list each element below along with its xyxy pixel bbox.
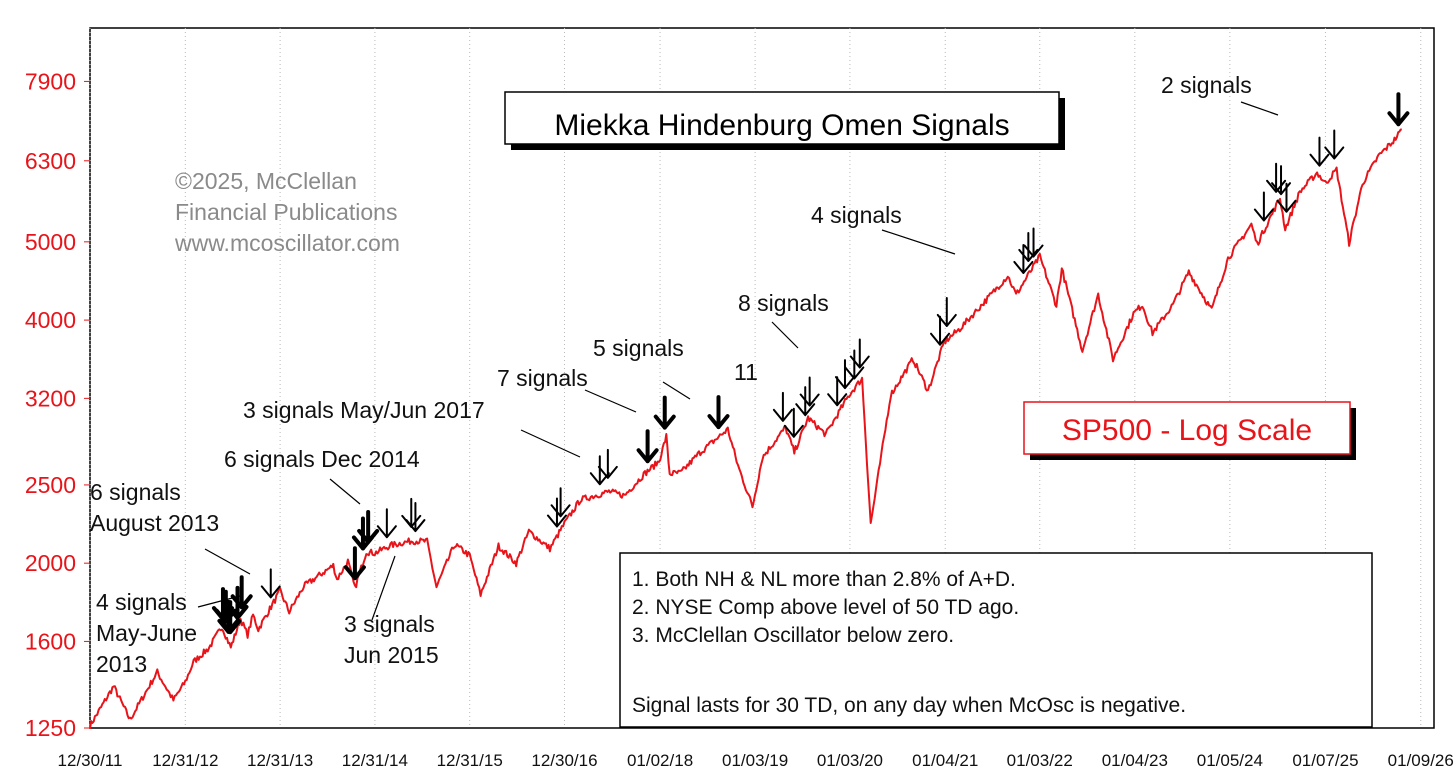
annotation-leaders <box>197 101 1279 621</box>
signal-arrow <box>1013 243 1034 274</box>
copyright-line-3: www.mcoscillator.com <box>174 230 400 256</box>
rule-3: 3. McClellan Oscillator below zero. <box>632 624 954 647</box>
x-tick-label: 01/07/25 <box>1292 751 1358 770</box>
leader-line <box>584 389 637 413</box>
x-tick-label: 01/03/22 <box>1007 751 1073 770</box>
copyright-line-2: Financial Publications <box>175 199 397 225</box>
signal-arrow <box>707 395 730 430</box>
sp500-line <box>89 128 1402 730</box>
x-tick-label: 12/31/14 <box>342 751 408 770</box>
scale-label: SP500 - Log Scale <box>1062 414 1312 447</box>
leader-line <box>197 595 241 608</box>
leader-line <box>662 381 691 400</box>
leader-line <box>204 548 251 575</box>
signal-label: 4 signals <box>811 202 902 228</box>
y-tick-label: 5000 <box>25 229 76 255</box>
signal-arrow <box>783 407 804 438</box>
x-tick-label: 01/02/18 <box>627 751 693 770</box>
x-tick-label: 01/03/20 <box>817 751 883 770</box>
signal-label: 6 signals Dec 2014 <box>224 446 420 472</box>
signal-arrow <box>1309 136 1330 167</box>
signal-label: 5 signals <box>593 335 684 361</box>
leader-line <box>329 478 361 505</box>
y-tick-label: 2000 <box>25 550 76 576</box>
x-tick-label: 12/31/15 <box>437 751 503 770</box>
x-tick-label: 12/31/13 <box>247 751 313 770</box>
leader-line <box>1240 101 1279 116</box>
signal-arrow <box>834 359 855 390</box>
signal-label: 6 signals August 2013 <box>90 479 219 536</box>
signal-label: 11 <box>734 359 758 385</box>
signal-arrow <box>827 376 848 407</box>
signal-label: 4 signals May-June 2013 <box>96 589 197 677</box>
x-axis-ticks: 12/30/11 12/31/12 12/31/13 12/31/14 12/31/15… <box>58 751 1454 770</box>
chart-title-box: Miekka Hindenburg Omen Signals <box>504 91 1065 150</box>
signal-arrow <box>1324 129 1345 160</box>
signal-arrow <box>597 448 618 479</box>
leader-line <box>371 555 396 621</box>
x-tick-label: 01/09/26 <box>1388 751 1454 770</box>
signal-label: 7 signals <box>497 365 588 391</box>
signal-arrow <box>849 338 870 369</box>
signal-label: 8 signals <box>738 290 829 316</box>
scale-label-box: SP500 - Log Scale <box>1023 401 1356 460</box>
signal-arrow <box>653 395 676 430</box>
signal-arrow <box>1387 92 1410 127</box>
rule-2: 2. NYSE Comp above level of 50 TD ago. <box>632 596 1019 619</box>
signal-arrow <box>1276 182 1297 213</box>
signal-label: 3 signals Jun 2015 <box>344 611 439 668</box>
y-tick-label: 4000 <box>25 307 76 333</box>
leader-line <box>520 429 581 458</box>
signal-arrow <box>844 349 865 380</box>
signal-arrow <box>1023 227 1044 258</box>
x-tick-label: 01/04/21 <box>912 751 978 770</box>
x-tick-label: 12/31/12 <box>152 751 218 770</box>
series-layer <box>89 128 1402 730</box>
x-tick-label: 12/30/11 <box>58 751 123 770</box>
rules-box: 1. Both NH & NL more than 2.8% of A+D. 2… <box>619 552 1373 728</box>
signal-arrow <box>930 315 951 346</box>
signal-label: 2 signals <box>1161 72 1252 98</box>
y-tick-label: 7900 <box>25 68 76 94</box>
y-axis-ticks: 1250 1600 2000 2500 3200 4000 5000 6300 7900 <box>25 68 90 741</box>
copyright-line-1: ©2025, McClellan <box>175 168 357 194</box>
signal-label: 3 signals May/Jun 2017 <box>243 397 485 423</box>
signal-arrow <box>405 502 426 533</box>
leader-line <box>771 321 799 349</box>
signal-annotations: 4 signals May-June 2013 6 signals August 201… <box>90 72 1252 677</box>
rule-1: 1. Both NH & NL more than 2.8% of A+D. <box>632 568 1016 591</box>
y-tick-label: 1250 <box>25 715 76 741</box>
x-tick-label: 12/30/16 <box>531 751 597 770</box>
signal-arrow <box>772 391 793 422</box>
x-tick-label: 01/03/19 <box>722 751 788 770</box>
signal-arrow <box>936 296 957 327</box>
y-tick-label: 3200 <box>25 385 76 411</box>
signal-arrow <box>550 487 571 518</box>
signal-arrow <box>1253 191 1274 222</box>
signal-arrow <box>357 509 380 544</box>
y-tick-label: 6300 <box>25 148 76 174</box>
signal-arrow <box>799 376 820 407</box>
y-tick-label: 2500 <box>25 472 76 498</box>
x-tick-label: 01/05/24 <box>1197 751 1263 770</box>
y-tick-label: 1600 <box>25 628 76 654</box>
signal-arrow <box>376 508 397 539</box>
signal-arrow <box>636 429 659 464</box>
signal-arrows <box>211 92 1410 635</box>
leader-line <box>881 229 956 255</box>
rule-5: Signal lasts for 30 TD, on any day when … <box>632 694 1186 717</box>
chart-title: Miekka Hindenburg Omen Signals <box>554 109 1009 142</box>
x-tick-label: 01/04/23 <box>1102 751 1168 770</box>
signal-arrow <box>343 546 366 581</box>
signal-arrow <box>230 575 253 610</box>
signal-arrow <box>260 568 281 599</box>
